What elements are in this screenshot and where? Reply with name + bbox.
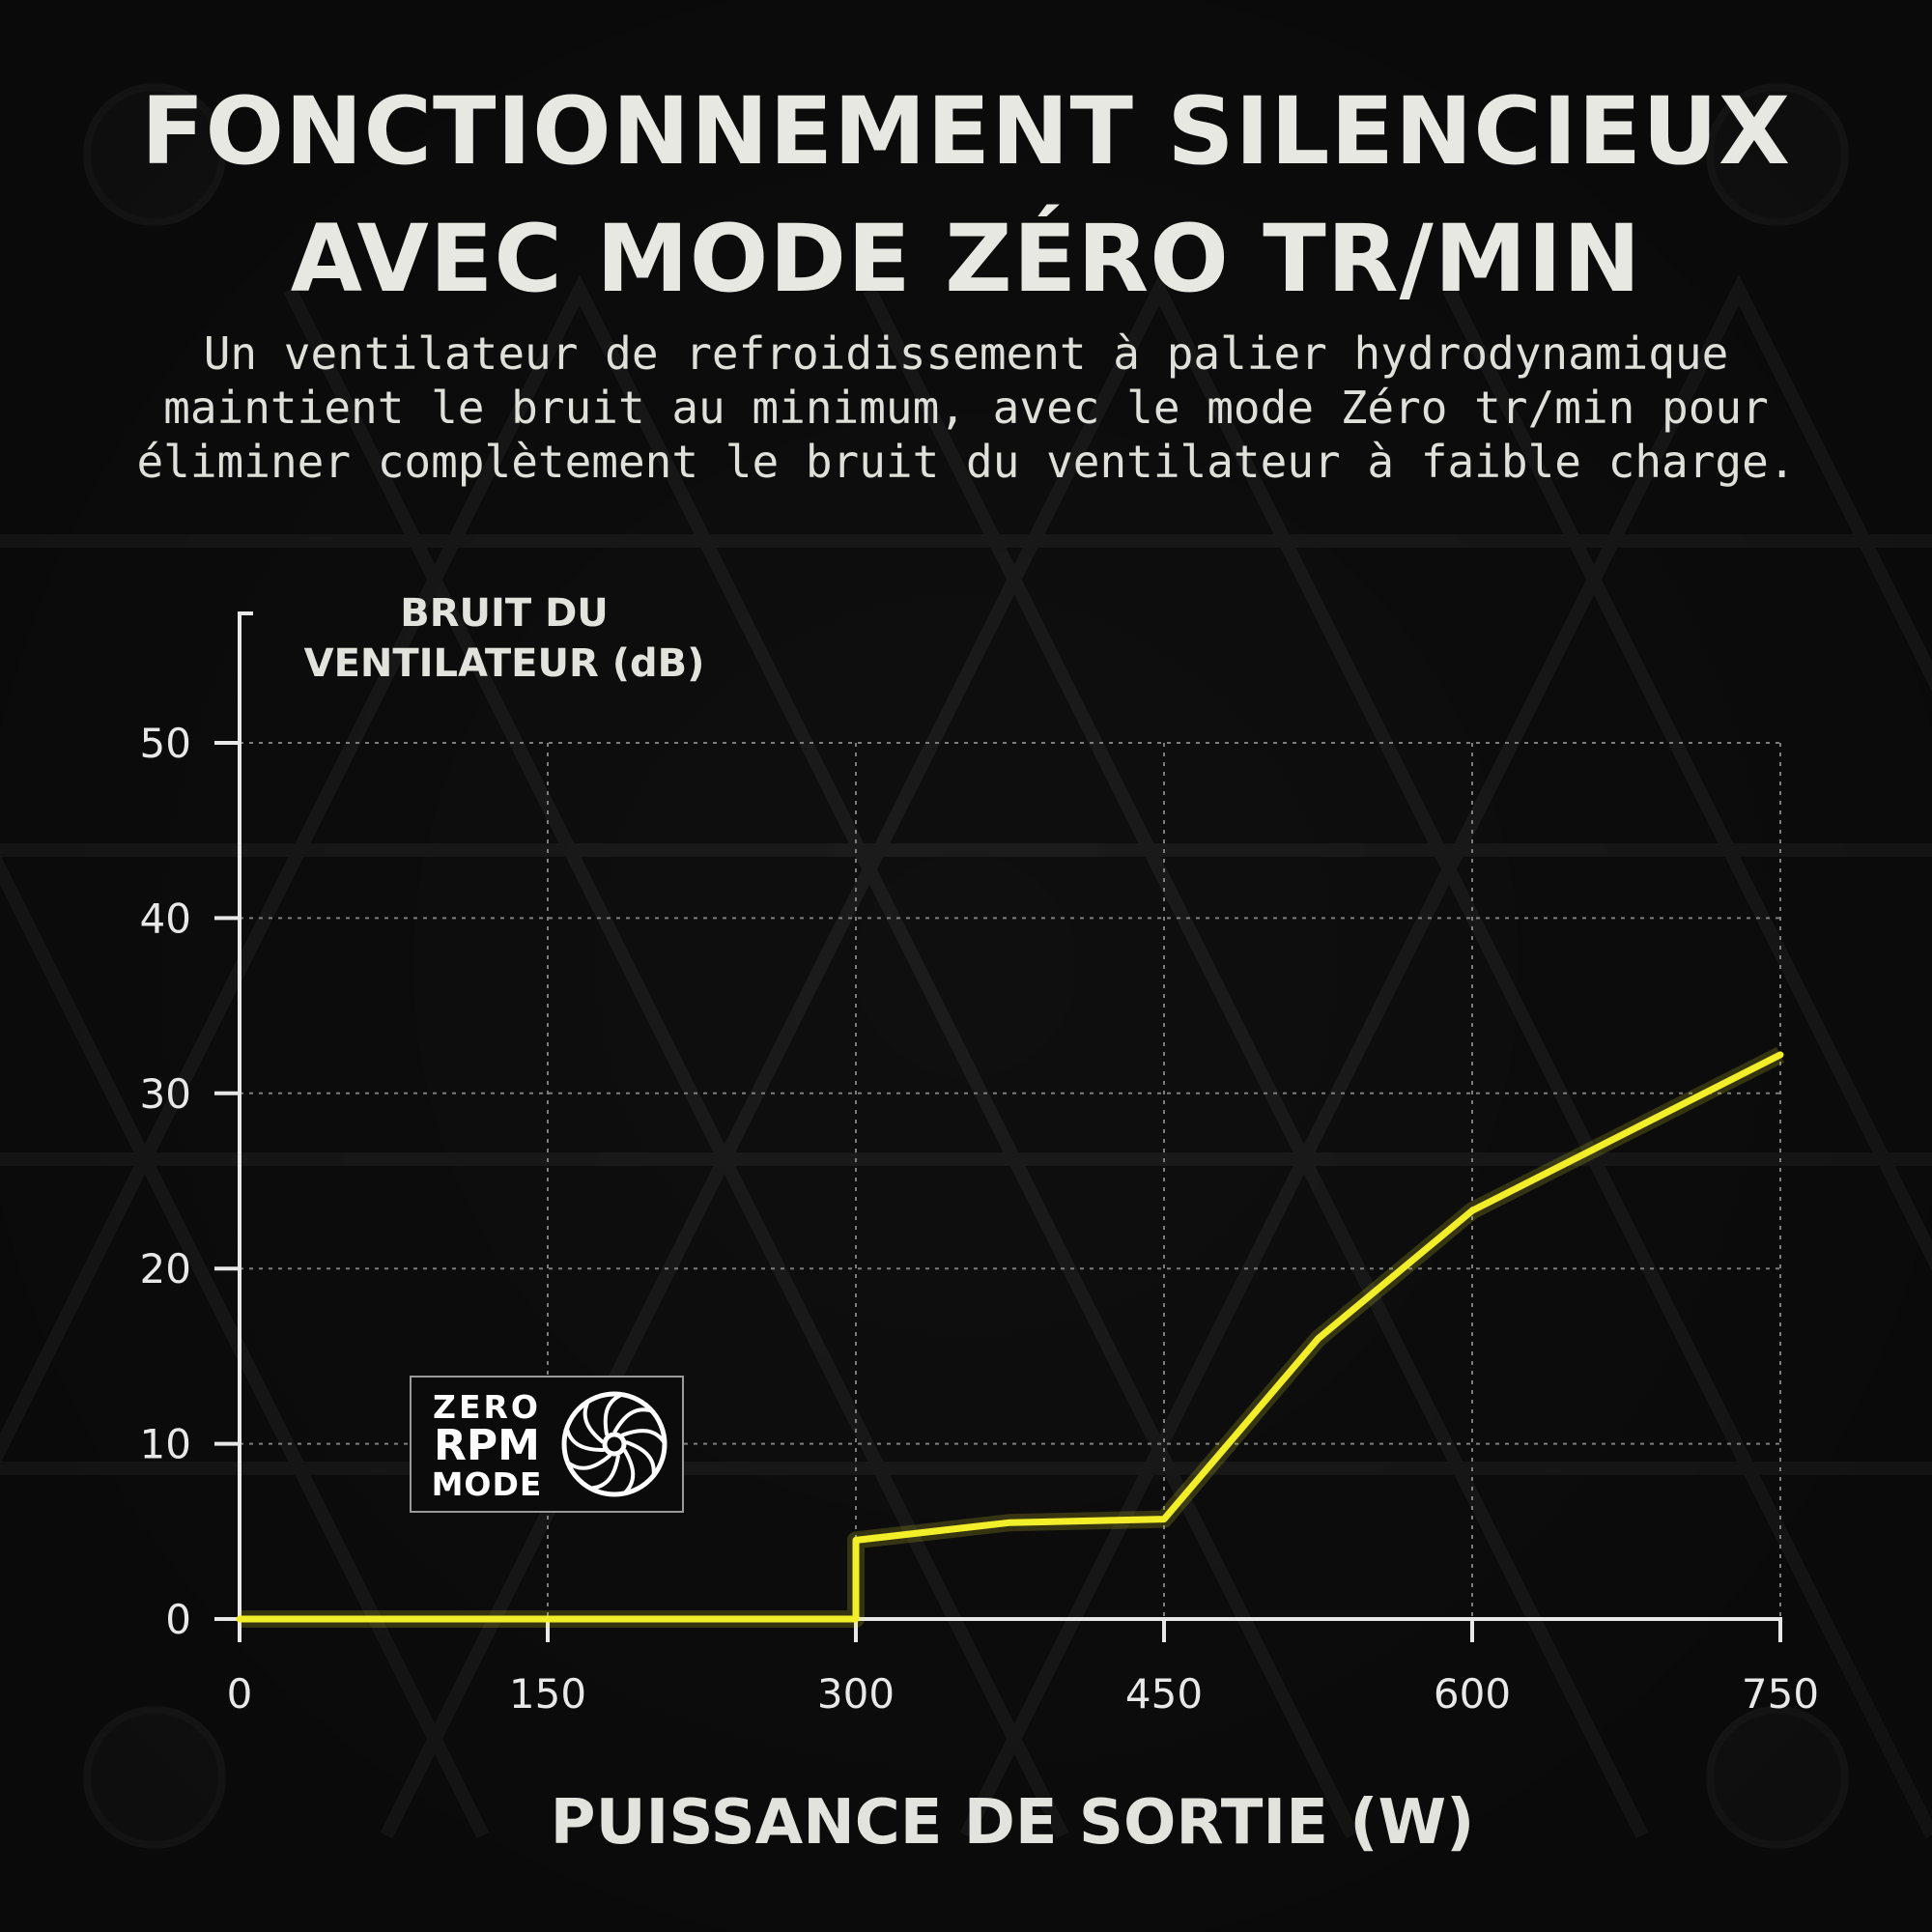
badge-line-1: ZERO [433,1388,541,1426]
series-layer [236,1046,1785,1628]
title-line-1: FONCTIONNEMENT SILENCIEUX [140,77,1792,185]
title-line-2: AVEC MODE ZÉRO TR/MIN [290,205,1642,313]
x-tick-label: 750 [1742,1670,1819,1718]
x-tick-label: 450 [1125,1670,1203,1718]
subtitle-line-1: Un ventilateur de refroidissement à pali… [203,327,1729,380]
y-tick-label: 20 [140,1245,191,1293]
series-line [236,1051,1784,1623]
y-tick-label: 50 [140,720,191,767]
y-tick-label: 0 [165,1596,191,1643]
x-tick-label: 300 [817,1670,895,1718]
grid-layer [240,742,1781,1619]
fan-icon [561,1391,668,1497]
subtitle-line-3: éliminer complètement le bruit du ventil… [136,436,1796,488]
page-subtitle: Un ventilateur de refroidissement à pali… [0,327,1932,489]
x-tick-label: 600 [1434,1670,1511,1718]
x-tick-label: 150 [509,1670,586,1718]
subtitle-line-2: maintient le bruit au minimum, avec le m… [163,382,1769,434]
page-title: FONCTIONNEMENT SILENCIEUX AVEC MODE ZÉRO… [0,68,1932,323]
y-axis-title-line-2: VENTILATEUR (dB) [304,641,705,686]
ticks-layer: 0 10 20 30 40 50 0 150 300 450 600 750 [140,720,1820,1718]
x-tick-label: 0 [227,1670,253,1718]
y-axis-title-line-1: BRUIT DU [400,591,609,636]
zero-rpm-badge: ZERO RPM MODE [410,1376,684,1513]
y-tick-label: 40 [140,895,191,942]
badge-line-2: RPM [434,1421,540,1470]
series-glow [240,1046,1785,1628]
x-axis-title: PUISSANCE DE SORTIE (W) [551,1787,1475,1859]
y-tick-label: 30 [140,1070,191,1118]
badge-line-3: MODE [432,1465,543,1503]
y-tick-label: 10 [140,1421,191,1468]
